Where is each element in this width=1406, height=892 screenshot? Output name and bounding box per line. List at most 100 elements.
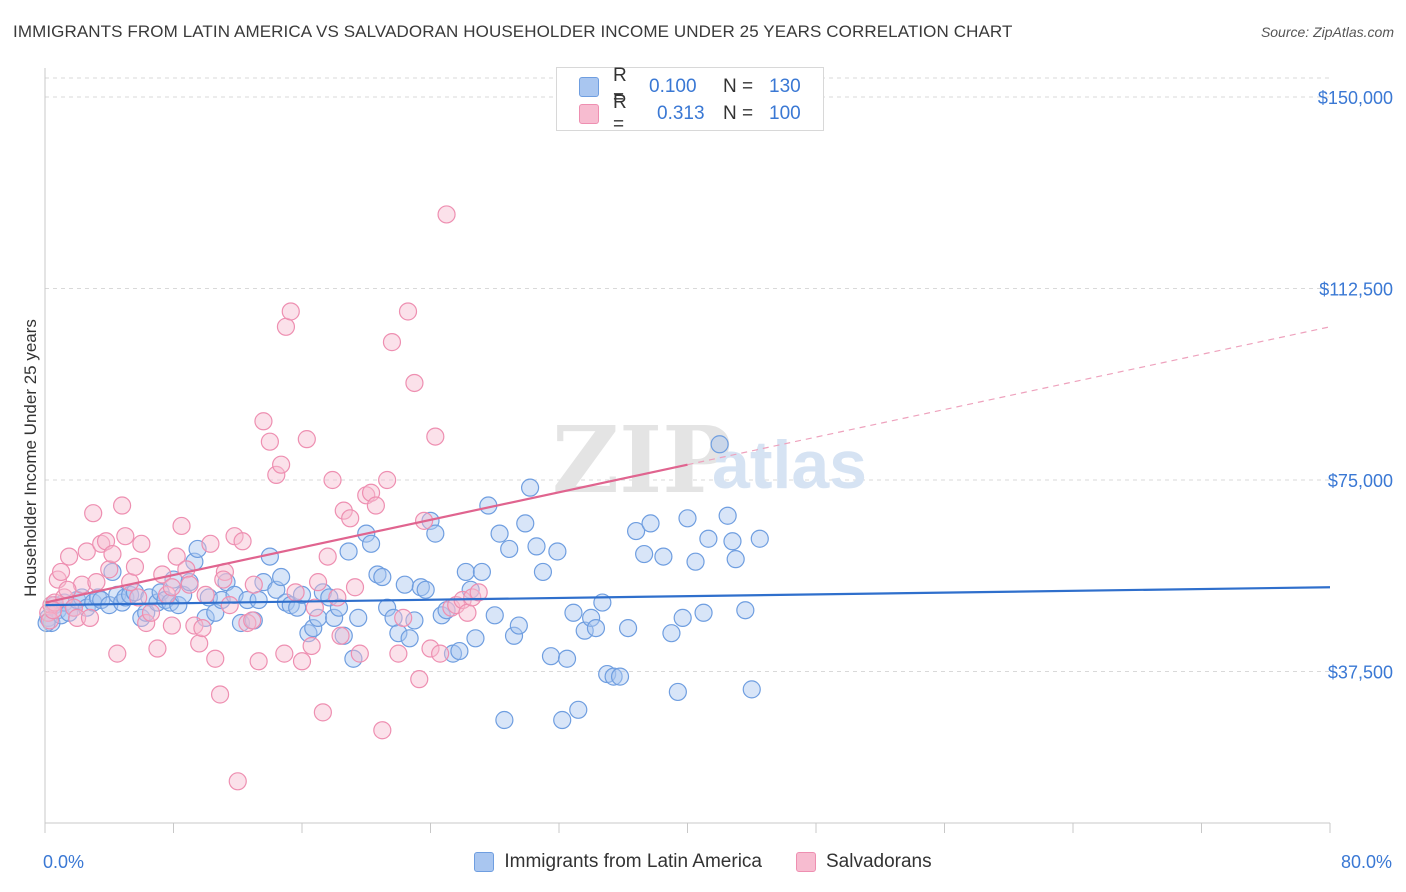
data-point-salvadorans	[68, 608, 87, 627]
data-point-salvadorans	[129, 588, 148, 607]
data-point-immigrants	[437, 601, 456, 620]
r-label: R =	[613, 65, 627, 108]
data-point-salvadorans	[382, 333, 402, 352]
data-point-salvadorans	[220, 596, 239, 615]
data-point-salvadorans	[350, 644, 369, 663]
data-point-immigrants	[662, 624, 681, 643]
data-point-salvadorans	[389, 644, 408, 663]
r-value: 0.313	[657, 103, 705, 124]
n-label: N =	[723, 103, 754, 124]
data-point-immigrants	[694, 603, 713, 622]
data-point-salvadorans	[328, 588, 347, 607]
data-point-salvadorans	[331, 626, 350, 645]
data-point-salvadorans	[112, 496, 132, 515]
data-point-immigrants	[726, 550, 745, 569]
data-point-salvadorans	[51, 562, 71, 582]
data-point-salvadorans	[116, 527, 135, 546]
data-point-immigrants	[169, 596, 188, 615]
data-point-immigrants	[557, 649, 577, 668]
data-point-salvadorans	[84, 504, 103, 523]
watermark-atlas: atlas	[712, 427, 867, 503]
stats-legend: R = 0.100 N = 130 R = 0.313 N = 100	[556, 65, 824, 135]
data-point-salvadorans	[272, 455, 291, 474]
r-label: R =	[613, 92, 627, 135]
data-point-immigrants	[466, 629, 485, 648]
data-point-immigrants	[618, 618, 638, 638]
data-point-salvadorans	[260, 432, 279, 451]
data-point-immigrants	[349, 608, 368, 627]
data-point-salvadorans	[281, 302, 300, 321]
data-point-immigrants	[699, 529, 718, 548]
data-point-salvadorans	[394, 608, 413, 627]
data-point-salvadorans	[210, 685, 230, 704]
data-point-salvadorans	[378, 470, 397, 490]
data-point-salvadorans	[201, 534, 220, 553]
axes	[44, 68, 1331, 833]
legend-item-salvadorans: Salvadorans	[796, 851, 932, 873]
data-point-immigrants	[378, 598, 397, 617]
data-point-immigrants	[548, 542, 567, 561]
data-point-salvadorans	[398, 302, 418, 321]
n-value: 130	[769, 76, 801, 97]
series-legend: Immigrants from Latin America Salvadoran…	[0, 851, 1406, 873]
data-point-immigrants	[405, 611, 424, 630]
data-point-salvadorans	[323, 470, 342, 490]
data-point-immigrants	[373, 567, 392, 587]
data-point-salvadorans	[305, 598, 324, 617]
data-point-immigrants	[426, 524, 445, 543]
data-point-immigrants	[450, 641, 469, 661]
data-point-immigrants	[654, 547, 673, 566]
data-point-salvadorans	[80, 608, 100, 627]
data-point-immigrants	[456, 562, 475, 582]
n-value: 100	[769, 103, 801, 124]
data-point-salvadorans	[286, 583, 305, 602]
data-point-salvadorans	[206, 649, 225, 668]
data-point-salvadorans	[125, 557, 145, 576]
data-point-salvadorans	[141, 603, 161, 622]
data-point-salvadorans	[228, 772, 247, 791]
data-point-salvadorans	[243, 611, 262, 630]
data-point-immigrants	[586, 618, 606, 638]
data-point-salvadorans	[172, 516, 191, 536]
data-point-salvadorans	[190, 634, 209, 653]
data-point-salvadorans	[108, 644, 127, 663]
data-point-salvadorans	[431, 644, 450, 663]
data-point-immigrants	[516, 514, 535, 533]
data-point-immigrants	[541, 647, 561, 666]
data-point-immigrants	[495, 710, 514, 730]
data-point-salvadorans	[345, 578, 365, 597]
data-point-salvadorans	[302, 636, 321, 656]
y-tick-label: $37,500	[1328, 663, 1393, 683]
data-point-immigrants	[553, 710, 572, 730]
data-point-immigrants	[400, 629, 419, 648]
data-point-immigrants	[411, 578, 430, 597]
trend-lines	[44, 326, 1331, 607]
data-point-immigrants	[723, 532, 742, 551]
data-point-salvadorans	[103, 544, 122, 564]
data-point-salvadorans	[244, 575, 263, 594]
data-point-immigrants	[668, 682, 687, 702]
data-point-salvadorans	[40, 611, 59, 630]
data-point-salvadorans	[162, 578, 181, 597]
data-point-immigrants	[132, 608, 151, 627]
legend-swatch-pink	[579, 104, 599, 124]
data-point-immigrants	[500, 539, 519, 559]
x-tick-label-min: 0.0%	[43, 852, 85, 872]
data-point-immigrants	[582, 608, 601, 627]
y-tick-labels: $37,500 $75,000 $112,500 $150,000	[1318, 88, 1393, 683]
data-point-immigrants	[750, 529, 769, 548]
data-point-immigrants	[472, 562, 491, 582]
data-point-immigrants	[308, 608, 328, 627]
data-point-immigrants	[272, 567, 291, 587]
watermark-zip: ZIP	[552, 406, 731, 514]
y-tick-label: $75,000	[1328, 471, 1393, 491]
data-point-salvadorans	[313, 703, 332, 722]
data-point-salvadorans	[214, 570, 233, 589]
data-point-immigrants	[432, 606, 451, 625]
data-point-salvadorans	[297, 430, 316, 449]
legend-label: Immigrants from Latin America	[504, 851, 762, 872]
data-point-salvadorans	[132, 534, 151, 553]
data-point-salvadorans	[458, 603, 477, 622]
data-point-immigrants	[527, 537, 546, 556]
